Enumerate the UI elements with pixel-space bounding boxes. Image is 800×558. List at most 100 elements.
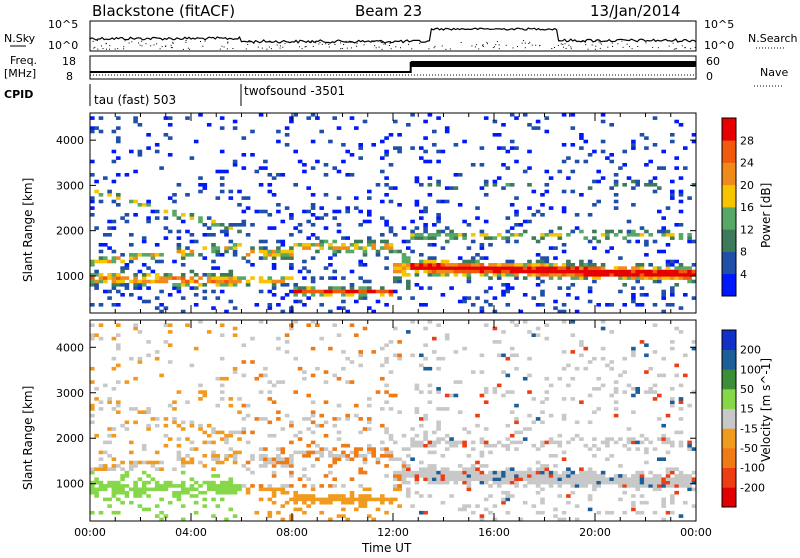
velocity-cell — [116, 410, 121, 414]
power-cell — [652, 276, 658, 280]
velocity-cell — [293, 494, 298, 498]
power-cell — [341, 286, 346, 290]
velocity-cell — [384, 427, 389, 431]
power-cell — [410, 219, 415, 224]
velocity-cell — [328, 450, 333, 455]
velocity-cell — [401, 464, 407, 468]
power-cell — [98, 249, 104, 254]
power-cell — [613, 179, 619, 184]
power-cell — [600, 139, 606, 144]
power-cell — [358, 209, 363, 214]
velocity-cell — [98, 323, 104, 327]
power-cell — [475, 266, 480, 270]
velocity-cell — [172, 467, 177, 471]
power-cell — [120, 259, 125, 264]
velocity-cell — [505, 480, 511, 485]
nsearch-point — [594, 48, 596, 50]
velocity-cell — [626, 437, 632, 441]
power-cell — [237, 276, 242, 280]
velocity-cell — [354, 454, 359, 458]
power-cell — [683, 276, 688, 280]
power-cell — [133, 283, 138, 287]
power-cell — [94, 189, 99, 194]
power-cell — [566, 266, 571, 270]
velocity-cell — [600, 480, 606, 485]
velocity-cell — [436, 427, 441, 431]
nsearch-point — [441, 45, 443, 47]
velocity-cell — [176, 484, 182, 488]
velocity-cell — [691, 340, 697, 344]
velocity-cell — [466, 467, 472, 471]
colorbar-segment — [722, 330, 736, 350]
velocity-cell — [657, 417, 662, 421]
power-colorbar-tick: 12 — [740, 223, 754, 236]
power-cell — [289, 116, 294, 120]
power-cell — [674, 223, 679, 227]
power-cell — [475, 206, 480, 210]
power-cell — [271, 176, 277, 180]
power-cell — [631, 269, 636, 274]
velocity-cell — [302, 467, 307, 471]
velocity-cell — [639, 340, 645, 344]
power-cell — [393, 279, 398, 284]
velocity-cell — [111, 464, 117, 468]
velocity-cell — [293, 507, 298, 512]
velocity-cell — [211, 440, 216, 445]
power-cell — [414, 283, 420, 287]
velocity-cell — [674, 484, 679, 488]
power-cell — [336, 196, 342, 200]
velocity-cell — [146, 487, 151, 492]
power-cell — [328, 139, 333, 144]
nsearch-point — [141, 45, 143, 47]
power-cell — [107, 226, 112, 230]
power-cell — [639, 273, 645, 277]
power-cell — [540, 273, 545, 277]
velocity-cell — [323, 400, 329, 404]
velocity-cell — [336, 437, 342, 441]
velocity-cell — [505, 474, 511, 478]
velocity-cell — [336, 494, 342, 498]
power-cell — [180, 253, 186, 257]
velocity-cell — [137, 460, 143, 465]
velocity-cell — [94, 477, 99, 481]
power-cell — [98, 193, 104, 197]
power-cell — [665, 263, 671, 267]
nsearch-point — [249, 41, 251, 43]
power-cell — [302, 276, 307, 280]
velocity-cell — [319, 484, 324, 488]
power-cell — [635, 263, 640, 267]
velocity-cell — [440, 467, 446, 471]
power-cell — [410, 233, 415, 237]
power-cell — [406, 273, 411, 277]
power-cell — [423, 119, 428, 124]
velocity-cell — [219, 437, 225, 441]
power-cell — [336, 246, 342, 250]
power-cell — [241, 276, 247, 280]
velocity-cell — [315, 323, 320, 327]
velocity-cell — [544, 474, 550, 478]
velocity-cell — [276, 380, 281, 384]
power-cell — [176, 229, 182, 234]
velocity-cell — [228, 487, 234, 492]
power-cell — [354, 206, 359, 210]
power-cell — [505, 286, 511, 290]
power-cell — [284, 276, 290, 280]
velocity-cell — [302, 500, 307, 505]
velocity-cell — [397, 340, 402, 344]
nsearch-point — [505, 44, 507, 46]
power-cell — [103, 233, 108, 237]
velocity-cell — [189, 447, 195, 451]
power-cell — [509, 259, 515, 264]
nsearch-point — [388, 45, 390, 46]
colorbar-segment — [722, 162, 736, 186]
velocity-cell — [440, 480, 446, 485]
power-cell — [613, 273, 619, 277]
power-cell — [245, 196, 251, 200]
velocity-cell — [271, 500, 277, 505]
power-cell — [367, 213, 372, 217]
velocity-cell — [444, 470, 450, 475]
power-cell — [375, 289, 381, 294]
velocity-cell — [483, 474, 489, 478]
power-cell — [514, 213, 519, 217]
nsearch-point — [381, 48, 383, 50]
